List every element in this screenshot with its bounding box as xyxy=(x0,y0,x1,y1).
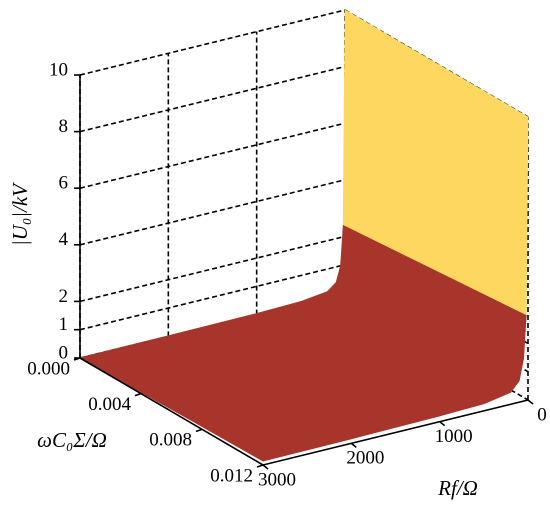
y-tick-label: 3000 xyxy=(258,469,296,490)
z-tick-label: 10 xyxy=(49,59,68,80)
y-axis xyxy=(262,399,529,466)
z-tick-label: 6 xyxy=(59,173,69,194)
y-tick-label: 0 xyxy=(537,404,547,425)
x-tick-label: 0.000 xyxy=(27,358,70,379)
x-axis xyxy=(79,357,264,466)
surface-patch xyxy=(403,44,468,287)
y-tick xyxy=(350,442,357,448)
grid-line xyxy=(79,263,346,331)
x-tick xyxy=(134,392,142,397)
y-tick-label: 1000 xyxy=(435,426,473,447)
z-tick-label: 2 xyxy=(59,286,69,307)
surface-patch xyxy=(464,80,529,317)
z-tick-label: 1 xyxy=(59,314,69,335)
z-tick-label: 8 xyxy=(59,116,69,137)
surface-patch xyxy=(342,9,407,257)
z-tick-label: 0 xyxy=(59,342,69,363)
grid-line xyxy=(79,122,346,189)
z-axis-label: |U₀|/kV xyxy=(8,182,32,246)
x-tick-label: 0.004 xyxy=(88,394,131,415)
x-axis-label: ωC₀Σ/Ω xyxy=(37,428,107,452)
grid-line xyxy=(79,235,346,303)
surface-patch xyxy=(200,403,353,462)
grid-line xyxy=(79,179,346,246)
y-tick xyxy=(262,464,269,470)
z-tick-label: 4 xyxy=(59,229,69,250)
x-tick xyxy=(256,464,264,468)
y-axis-label: Rf/Ω xyxy=(437,476,478,500)
y-tick xyxy=(439,421,446,427)
x-tick-label: 0.008 xyxy=(149,430,192,451)
x-tick xyxy=(195,428,203,433)
grid-line xyxy=(79,65,346,133)
x-tick-label: 0.012 xyxy=(210,465,253,486)
grid-line xyxy=(79,9,346,76)
y-tick xyxy=(527,399,534,405)
y-tick-label: 2000 xyxy=(346,448,384,469)
x-tick xyxy=(73,357,81,361)
